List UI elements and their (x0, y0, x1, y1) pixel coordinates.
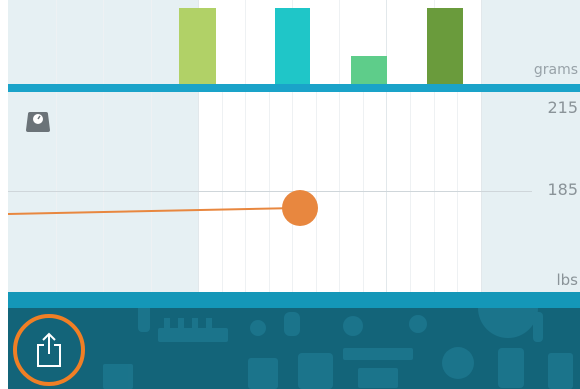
nutrient-bar-4[interactable] (427, 8, 463, 84)
grid-line (410, 92, 411, 292)
nutrient-chart-shaded-right (481, 0, 580, 84)
grid-line (481, 0, 482, 84)
bottom-toolbar (8, 308, 580, 389)
weight-axis-top-value: 215 (547, 98, 578, 117)
grid-line (245, 92, 246, 292)
grid-line (151, 92, 152, 292)
horizontal-reference-line (8, 191, 532, 192)
grid-line (339, 92, 340, 292)
grid-line (386, 0, 387, 84)
toolbar-divider (8, 292, 580, 308)
grid-line (56, 0, 57, 84)
grid-line (222, 92, 223, 292)
chart-divider (8, 84, 580, 92)
grid-line (363, 92, 364, 292)
grid-line (103, 92, 104, 292)
grid-line (481, 92, 482, 292)
weight-data-point (282, 190, 318, 226)
grid-line (386, 92, 387, 292)
weight-trend-line (8, 207, 299, 215)
grid-line (151, 0, 152, 84)
weight-axis-mid-value: 185 (547, 180, 578, 199)
nutrient-bar-2[interactable] (275, 8, 310, 84)
grid-line (103, 0, 104, 84)
nutrient-bar-1[interactable] (179, 8, 216, 84)
grid-line (316, 92, 317, 292)
nutrient-unit-label: grams (533, 62, 578, 78)
grid-line (56, 92, 57, 292)
share-icon (37, 332, 61, 367)
share-button[interactable] (13, 314, 85, 386)
weight-chart: 215 185 lbs (8, 92, 580, 292)
nutrient-bar-3[interactable] (351, 56, 387, 84)
food-pattern-background (103, 308, 573, 389)
grid-line (198, 92, 199, 292)
grid-line (245, 0, 246, 84)
grid-line (434, 92, 435, 292)
grid-line (457, 92, 458, 292)
grid-line (269, 92, 270, 292)
scale-icon (26, 112, 50, 132)
weight-chart-shaded-right (481, 92, 580, 292)
weight-trend-chart (8, 190, 318, 226)
nutrient-chart: grams (8, 0, 580, 84)
grid-line (339, 0, 340, 84)
weight-unit-label: lbs (556, 271, 578, 289)
